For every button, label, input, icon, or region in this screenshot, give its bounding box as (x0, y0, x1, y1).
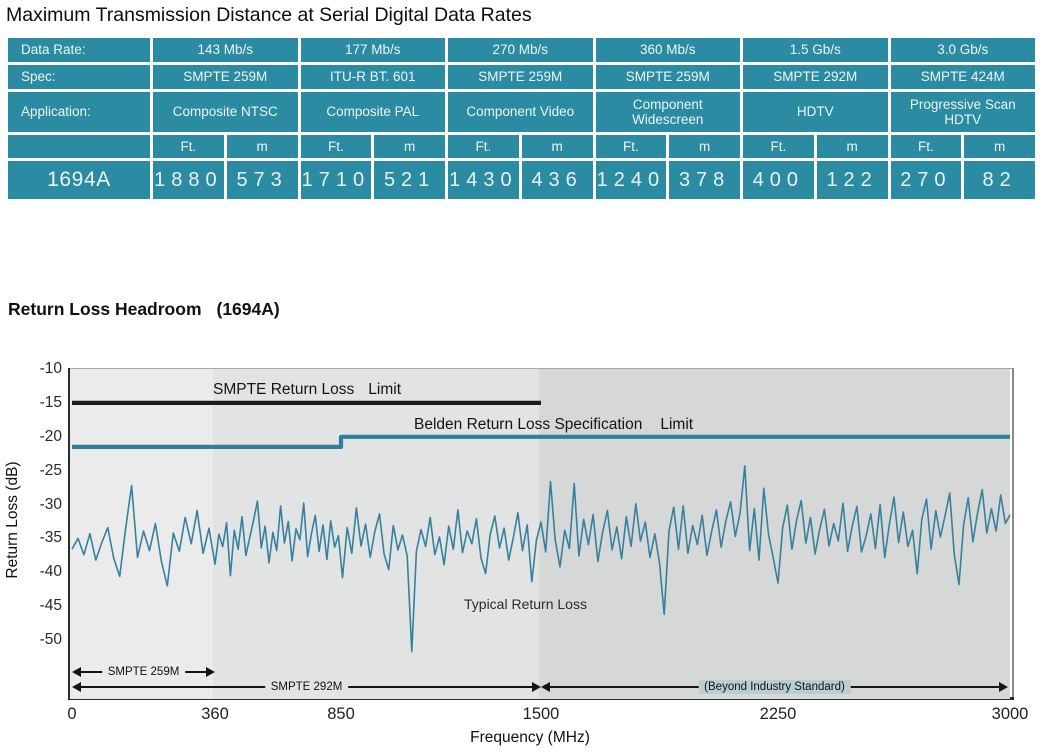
distance-m-cell: 573 (226, 161, 298, 199)
unit-header-ft: Ft. (448, 135, 519, 158)
unit-header-ft: Ft. (153, 135, 224, 158)
belden-limit-label-text: Belden Return Loss Specification (414, 416, 643, 433)
y-tick-label: -50 (39, 631, 62, 649)
plot-top-border (70, 368, 1012, 369)
arrowhead-right-icon (206, 667, 215, 677)
y-tick-label: -35 (39, 529, 62, 547)
plot-right-border (1012, 368, 1014, 698)
distance-ft-cell: 1240 (595, 161, 667, 199)
unit-header-m: m (964, 135, 1035, 158)
unit-header-ft: Ft. (300, 135, 372, 158)
spec-cell: SMPTE 259M (595, 65, 740, 89)
data-rate-cell: 177 Mb/s (300, 38, 445, 62)
range-annotation-label: (Beyond Industry Standard) (698, 680, 851, 694)
smpte-limit-label-text: SMPTE Return Loss (213, 381, 355, 398)
range-annotation-smpte-292m: SMPTE 292M (72, 680, 541, 694)
distance-ft-cell: 270 (890, 161, 962, 199)
x-tick-label: 2250 (759, 705, 797, 723)
y-tick-label: -40 (39, 563, 62, 581)
y-tick-label: -30 (39, 495, 62, 513)
application-cell: Component Video (448, 92, 593, 132)
range-annotation-smpte-259m: SMPTE 259M (72, 665, 215, 679)
distance-m-cell: 378 (669, 161, 740, 199)
unit-header-m: m (816, 135, 888, 158)
distance-ft-cell: 400 (743, 161, 814, 199)
application-cell: Component Widescreen (595, 92, 740, 132)
x-tick-label: 850 (327, 705, 355, 723)
arrowhead-left-icon (72, 682, 81, 692)
data-rate-cell: 360 Mb/s (595, 38, 740, 62)
smpte-limit-label-limit: Limit (368, 381, 402, 398)
distance-m-cell: 521 (374, 161, 445, 199)
distance-m-cell: 436 (521, 161, 593, 199)
y-tick-label: -20 (39, 427, 62, 445)
distance-m-cell: 122 (816, 161, 888, 199)
distance-m-cell: 82 (964, 161, 1035, 199)
distance-ft-cell: 1710 (300, 161, 372, 199)
series-belden-return-loss-specification-limit (72, 434, 1010, 450)
arrowhead-left-icon (541, 682, 550, 692)
data-rate-cell: 270 Mb/s (448, 38, 593, 62)
transmission-distance-table: Data Rate: 143 Mb/s 177 Mb/s 270 Mb/s 36… (8, 38, 1035, 199)
row-label-spec: Spec: (8, 65, 150, 89)
distance-ft-cell: 1430 (448, 161, 519, 199)
unit-header-m: m (521, 135, 593, 158)
x-tick-label: 0 (67, 705, 77, 723)
spec-cell: SMPTE 292M (743, 65, 888, 89)
chart-heading-product: (1694A) (216, 299, 280, 319)
distance-ft-cell: 1880 (153, 161, 224, 199)
range-annotation-label: SMPTE 259M (101, 665, 186, 679)
background-band (213, 369, 541, 699)
x-axis-title: Frequency (MHz) (470, 729, 590, 746)
application-cell: Composite NTSC (153, 92, 298, 132)
arrowhead-right-icon (532, 682, 541, 692)
spec-cell: ITU-R BT. 601 (300, 65, 445, 89)
series-typical-return-loss (71, 465, 1011, 653)
spec-cell: SMPTE 259M (448, 65, 593, 89)
spec-cell: SMPTE 424M (890, 65, 1035, 89)
unit-header-m: m (374, 135, 445, 158)
data-rate-cell: 143 Mb/s (153, 38, 298, 62)
spec-cell: SMPTE 259M (153, 65, 298, 89)
unit-header-ft: Ft. (890, 135, 962, 158)
x-tick-label: 1500 (522, 705, 560, 723)
arrowhead-left-icon (72, 667, 81, 677)
y-tick-label: -15 (39, 393, 62, 411)
belden-limit-label-limit: Limit (660, 416, 694, 433)
application-cell: Progressive Scan HDTV (890, 92, 1035, 132)
x-tick-label: 3000 (991, 705, 1029, 723)
application-cell: Composite PAL (300, 92, 445, 132)
x-tick-label: 360 (201, 705, 229, 723)
data-rate-cell: 3.0 Gb/s (890, 38, 1035, 62)
page-title: Maximum Transmission Distance at Serial … (6, 4, 532, 26)
chart-heading-text: Return Loss Headroom (8, 299, 202, 319)
application-cell: HDTV (743, 92, 888, 132)
typical-return-loss-label: Typical Return Loss (464, 596, 587, 612)
unit-header-ft: Ft. (743, 135, 814, 158)
chart-series-canvas (71, 400, 1011, 653)
smpte-limit-label: SMPTE Return Loss Limit (213, 381, 401, 399)
return-loss-plot: SMPTE 259M SMPTE 292M (Beyond Industry Sta… (70, 369, 1012, 699)
unit-header-ft: Ft. (595, 135, 667, 158)
belden-limit-label: Belden Return Loss Specification Limit (414, 416, 693, 434)
row-label-data-rate: Data Rate: (8, 38, 150, 62)
unit-header-m: m (226, 135, 298, 158)
row-label-units (8, 135, 150, 158)
arrowhead-right-icon (999, 682, 1008, 692)
y-tick-label: -25 (39, 461, 62, 479)
range-annotation-label: SMPTE 292M (264, 680, 349, 694)
product-name-cell: 1694A (8, 161, 150, 199)
range-annotation-beyond-industry-standard: (Beyond Industry Standard) (541, 680, 1008, 694)
y-tick-label: -45 (39, 597, 62, 615)
chart-heading: Return Loss Headroom (1694A) (8, 299, 280, 320)
row-label-application: Application: (8, 92, 150, 132)
y-axis-line (68, 368, 70, 700)
data-rate-cell: 1.5 Gb/s (743, 38, 888, 62)
y-tick-label: -10 (39, 360, 62, 377)
unit-header-m: m (669, 135, 740, 158)
